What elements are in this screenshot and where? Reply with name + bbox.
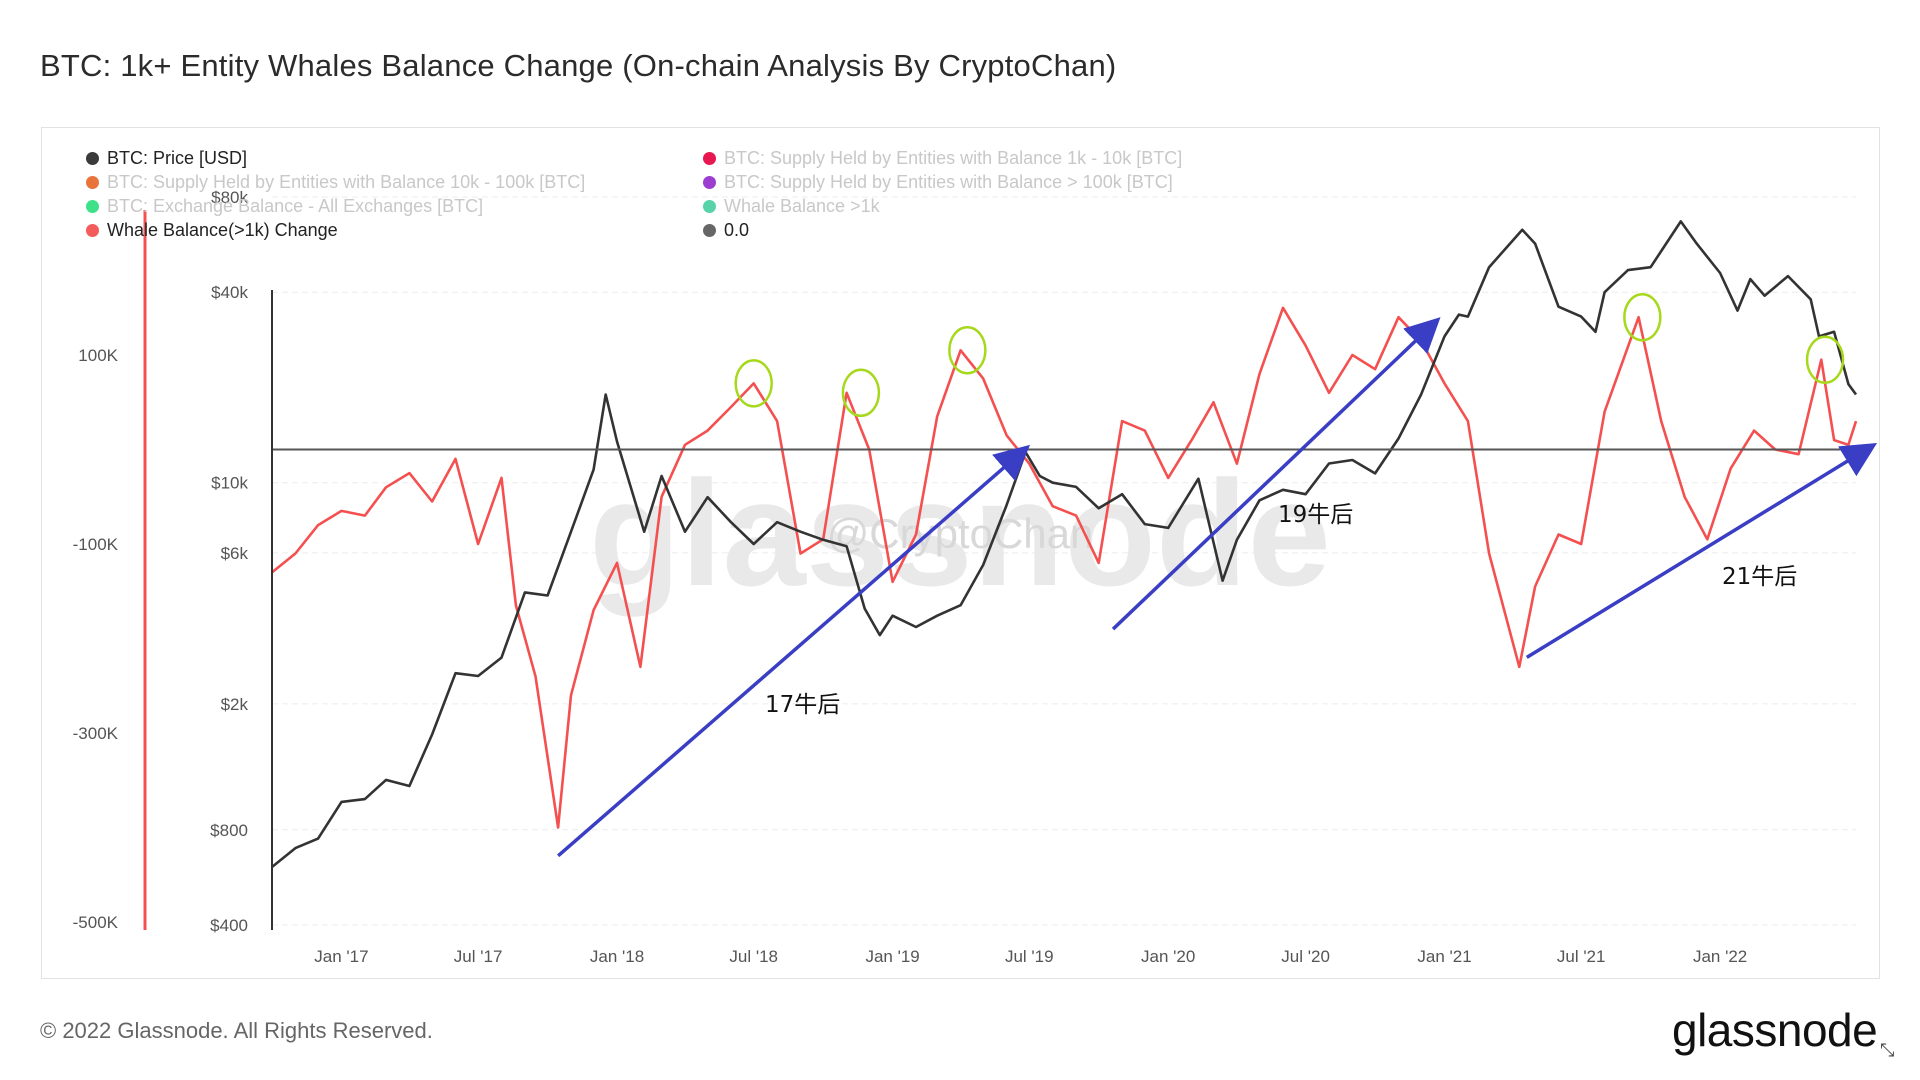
peak-circle [734,359,773,408]
legend-label: Whale Balance >1k [724,196,880,216]
grid-lines [272,196,1856,926]
legend-label: BTC: Supply Held by Entities with Balanc… [107,172,586,192]
legend-item[interactable]: BTC: Supply Held by Entities with Balanc… [86,170,585,194]
legend-dot-icon [703,151,716,165]
legend-right: BTC: Supply Held by Entities with Balanc… [703,146,1182,242]
watermark-handle: @CryptoChan [827,510,1094,557]
annotations: 17牛后 19牛后 21牛后 [556,292,1878,858]
expand-icon[interactable]: ⤡ [1880,1040,1895,1060]
price-tick-label: $2k [221,695,249,714]
legend-label: BTC: Price [USD] [107,148,248,168]
watermark: glassnode@CryptoChan [589,449,1331,617]
peak-circle [841,368,881,418]
peak-circle [1623,292,1662,342]
chart-title: BTC: 1k+ Entity Whales Balance Change (O… [40,48,1117,83]
x-tick-label: Jul '20 [1281,947,1330,966]
legend-dot-icon [703,223,716,237]
watermark-text: glassnode [589,449,1331,617]
axes [143,210,273,930]
x-tick-label: Jul '21 [1557,947,1606,966]
price-tick-label: $80k [211,188,248,207]
legend-dot-icon [703,199,716,213]
legend-item[interactable]: BTC: Supply Held by Entities with Balanc… [703,146,1182,170]
chart-panel [41,127,1880,979]
legend-item[interactable]: BTC: Price [USD] [86,146,585,170]
legend-dot-icon [86,199,99,213]
price-line [271,220,1858,869]
x-tick-label: Jan '21 [1417,947,1471,966]
legend-label: 0.0 [724,220,750,240]
legend-item[interactable]: Whale Balance(>1k) Change [86,218,585,242]
trend-arrow [556,444,1031,858]
annotation-label: 19牛后 [1278,502,1353,528]
annotation-label: 17牛后 [765,692,840,718]
legend-label: BTC: Supply Held by Entities with Balanc… [724,148,1183,168]
legend-label: BTC: Exchange Balance - All Exchanges [B… [107,196,484,216]
legend-item[interactable]: 0.0 [703,218,1182,242]
brand-logo: glassnode [1672,1004,1878,1056]
legend-item[interactable]: BTC: Supply Held by Entities with Balanc… [703,170,1182,194]
annotation-label: 21牛后 [1722,564,1797,590]
x-tick-label: Jul '17 [454,947,503,966]
legend-label: BTC: Supply Held by Entities with Balanc… [724,172,1173,192]
change-tick-label: 100K [78,346,118,365]
price-tick-label: $10k [211,474,248,493]
legend-item[interactable]: BTC: Exchange Balance - All Exchanges [B… [86,194,585,218]
change-tick-label: -100K [73,535,119,554]
peak-circle [948,326,987,375]
x-tick-label: Jan '19 [865,947,919,966]
legend-dot-icon [86,151,99,165]
trend-arrow [1525,443,1878,659]
change-tick-label: -300K [73,724,119,743]
copyright: © 2022 Glassnode. All Rights Reserved. [40,1018,433,1043]
trend-arrow [1111,317,1441,631]
x-tick-label: Jul '18 [729,947,778,966]
price-tick-label: $40k [211,283,248,302]
legend-label: Whale Balance(>1k) Change [107,220,338,240]
legend-dot-icon [703,175,716,189]
peak-circle [1805,335,1845,384]
legend-left: BTC: Price [USD] BTC: Supply Held by Enti… [86,146,585,242]
x-tick-label: Jan '22 [1693,947,1747,966]
legend-item[interactable]: Whale Balance >1k [703,194,1182,218]
x-tick-label: Jul '19 [1005,947,1054,966]
whale-change-series [271,306,1858,829]
price-series [271,220,1858,869]
price-tick-label: $400 [210,916,248,935]
x-tick-label: Jan '20 [1141,947,1195,966]
legend-dot-icon [86,223,99,237]
price-tick-label: $6k [221,544,249,563]
axis-ticks: $400 $800 $2k $6k $10k $40k $80k 100K -100K -300K… [73,188,1748,966]
price-tick-label: $800 [210,821,248,840]
x-tick-label: Jan '18 [590,947,644,966]
whale-change-line [271,306,1858,829]
legend-dot-icon [86,175,99,189]
change-tick-label: -500K [73,913,119,932]
x-tick-label: Jan '17 [314,947,368,966]
